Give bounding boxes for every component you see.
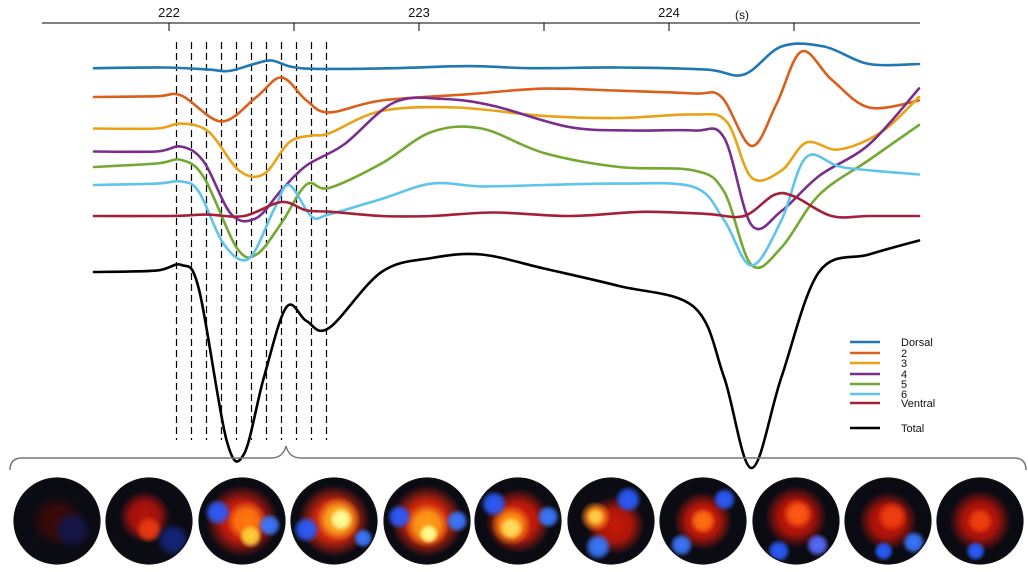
time-axis-ticks: 222 223 224 bbox=[158, 5, 795, 31]
map-outline bbox=[13, 477, 101, 565]
topography-map bbox=[660, 478, 746, 564]
trace-4 bbox=[92, 87, 921, 231]
map-outline bbox=[474, 477, 562, 565]
map-outline bbox=[659, 477, 747, 565]
trace-total bbox=[92, 239, 921, 470]
map-outline bbox=[290, 477, 378, 565]
topography-map bbox=[291, 478, 377, 564]
topography-map bbox=[199, 478, 285, 564]
map-outline bbox=[105, 477, 193, 565]
legend-label: 5 bbox=[901, 379, 907, 391]
map-outline bbox=[752, 477, 840, 565]
legend-label: Dorsal bbox=[901, 337, 933, 349]
trace-dorsal bbox=[92, 42, 921, 77]
time-axis: 222 223 224 (s) bbox=[42, 5, 920, 31]
legend-label: 6 bbox=[901, 389, 907, 401]
legend-label: 3 bbox=[901, 358, 907, 370]
legend-label: 4 bbox=[901, 369, 907, 381]
legend-label: Total bbox=[901, 423, 924, 435]
trace-3 bbox=[92, 95, 921, 182]
map-outline bbox=[844, 477, 932, 565]
time-axis-unit: (s) bbox=[735, 8, 749, 22]
axis-tick-label: 223 bbox=[408, 5, 430, 20]
trace-6 bbox=[92, 153, 921, 267]
traces bbox=[92, 42, 921, 470]
topography-map bbox=[845, 478, 931, 564]
trace-5 bbox=[92, 123, 921, 270]
topography-map bbox=[384, 478, 470, 564]
trace-2 bbox=[92, 49, 921, 148]
axis-tick-label: 224 bbox=[658, 5, 680, 20]
map-outline bbox=[936, 477, 1024, 565]
topography-map bbox=[106, 478, 192, 564]
topography-map bbox=[568, 478, 654, 564]
topography-map bbox=[937, 478, 1023, 564]
frames-brace bbox=[9, 445, 1027, 471]
topography-map bbox=[14, 478, 100, 564]
trace-ventral bbox=[92, 191, 921, 219]
topography-map bbox=[475, 478, 561, 564]
frame-marker-lines bbox=[175, 42, 328, 440]
legend-label: Ventral bbox=[901, 398, 935, 410]
map-outline bbox=[567, 477, 655, 565]
legend-label: 2 bbox=[901, 348, 907, 360]
map-outline bbox=[198, 477, 286, 565]
topography-map bbox=[753, 478, 839, 564]
axis-tick-label: 222 bbox=[158, 5, 180, 20]
map-outline bbox=[383, 477, 471, 565]
topography-maps bbox=[13, 477, 1024, 565]
